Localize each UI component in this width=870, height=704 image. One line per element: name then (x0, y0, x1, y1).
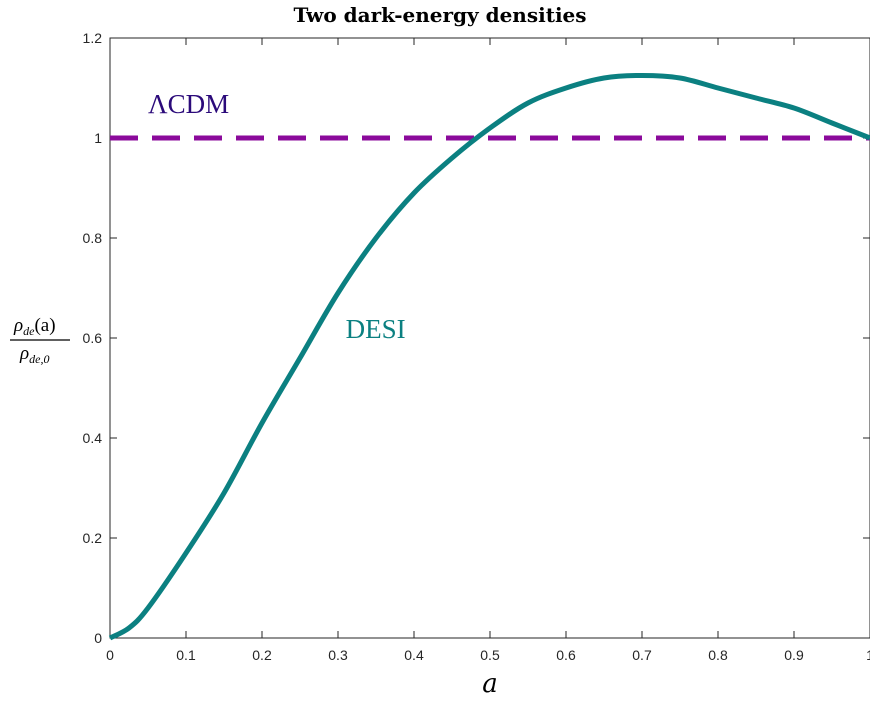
x-tick-label: 1 (866, 647, 870, 663)
x-tick-label: 0 (106, 647, 114, 663)
x-axis-ticks: 0 0.1 0.2 0.3 0.4 0.5 0.6 0.7 0.8 0.9 1 (106, 38, 870, 663)
x-axis-label: a (482, 669, 498, 699)
chart-title: Two dark-energy densities (293, 3, 586, 27)
x-tick-label: 0.9 (784, 647, 804, 663)
x-tick-label: 0.4 (404, 647, 424, 663)
annotation-label: ΛCDM (148, 89, 229, 119)
x-tick-label: 0.3 (328, 647, 348, 663)
y-axis-label: ρde(a) ρde,0 (10, 315, 70, 366)
y-tick-label: 1 (94, 130, 102, 146)
y-tick-label: 0 (94, 630, 102, 646)
y-tick-label: 0.8 (83, 230, 103, 246)
y-axis-label-numerator: ρde(a) (13, 315, 56, 338)
x-tick-label: 0.6 (556, 647, 576, 663)
x-tick-label: 0.7 (632, 647, 652, 663)
x-tick-label: 0.2 (252, 647, 272, 663)
y-axis-label-denominator: ρde,0 (19, 343, 49, 366)
y-tick-label: 0.6 (83, 330, 103, 346)
x-tick-label: 0.5 (480, 647, 500, 663)
y-tick-label: 0.2 (83, 530, 103, 546)
series-line-desi (108, 73, 870, 641)
x-tick-label: 0.1 (176, 647, 196, 663)
annotation-label: DESI (346, 314, 406, 344)
y-axis-ticks: 0 0.2 0.4 0.6 0.8 1 1.2 (83, 30, 870, 646)
annotation-layer: ΛCDM DESI (148, 89, 406, 344)
y-tick-label: 1.2 (83, 30, 103, 46)
series-layer (108, 73, 870, 641)
x-tick-label: 0.8 (708, 647, 728, 663)
y-tick-label: 0.4 (83, 430, 103, 446)
